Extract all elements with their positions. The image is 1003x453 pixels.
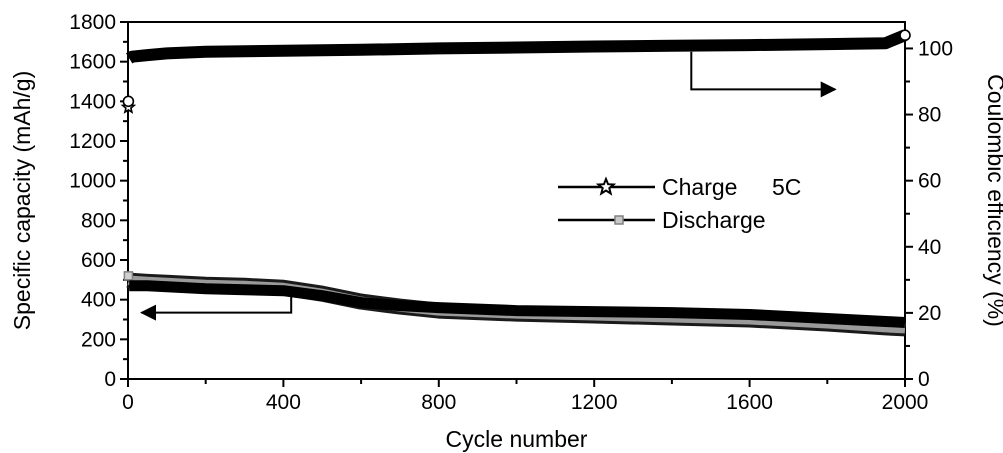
y-right-tick-label: 80: [918, 104, 941, 127]
y-right-tick-label: 0: [918, 368, 930, 391]
series-coulombic-efficiency-end-point: [899, 29, 911, 42]
x-tick-label: 1600: [726, 391, 773, 414]
rate-annotation: 5C: [772, 174, 801, 200]
y-left-tick-label: 600: [81, 249, 116, 272]
legend: Charge Discharge 5C: [558, 174, 801, 233]
arrow-to-right-axis: [690, 51, 837, 98]
y-right-tick-label: 40: [918, 236, 941, 259]
legend-charge-label: Charge: [662, 174, 737, 200]
y-right-axis-label: Coulombic efficiency (%): [983, 74, 1003, 327]
x-axis-label: Cycle number: [446, 426, 588, 452]
y-left-tick-label: 1800: [69, 11, 116, 34]
series-coulombic-efficiency-point: [122, 95, 135, 108]
y-right-tick-label: 100: [918, 37, 953, 60]
x-tick-label: 0: [122, 391, 134, 414]
y-left-tick-label: 1000: [69, 170, 116, 193]
x-tick-label: 400: [266, 391, 301, 414]
series-layer: [120, 29, 911, 337]
x-tick-label: 1200: [571, 391, 618, 414]
arrow-layer: [140, 51, 837, 321]
arrow-to-left-axis: [140, 295, 293, 321]
x-tick-label: 2000: [882, 391, 929, 414]
series-coulombic-efficiency-line: [125, 29, 908, 64]
legend-discharge-square-marker: [614, 215, 624, 225]
x-tick-label: 800: [421, 391, 456, 414]
y-left-tick-label: 1200: [69, 130, 116, 153]
y-left-tick-label: 400: [81, 289, 116, 312]
legend-charge-star-marker: [595, 176, 617, 196]
y-right-axis-ticks: 0 20 40 60 80 100: [905, 37, 953, 391]
legend-discharge-label: Discharge: [662, 207, 766, 233]
y-right-tick-label: 60: [918, 170, 941, 193]
y-left-tick-label: 200: [81, 328, 116, 351]
y-left-axis-ticks: 0 200 400 600 800 1000 1200 1400 1600 1800: [69, 11, 128, 391]
y-left-tick-label: 800: [81, 209, 116, 232]
series-charge-line: [126, 280, 906, 328]
y-left-tick-label: 1400: [69, 90, 116, 113]
x-axis-ticks: 0 400 800 1200 1600 2000: [122, 379, 928, 414]
series-discharge-point: [123, 271, 134, 281]
y-left-tick-label: 1600: [69, 51, 116, 74]
y-left-axis-label: Specific capacity (mAh/g): [9, 71, 35, 330]
y-left-tick-label: 0: [104, 368, 116, 391]
y-right-tick-label: 20: [918, 302, 941, 325]
